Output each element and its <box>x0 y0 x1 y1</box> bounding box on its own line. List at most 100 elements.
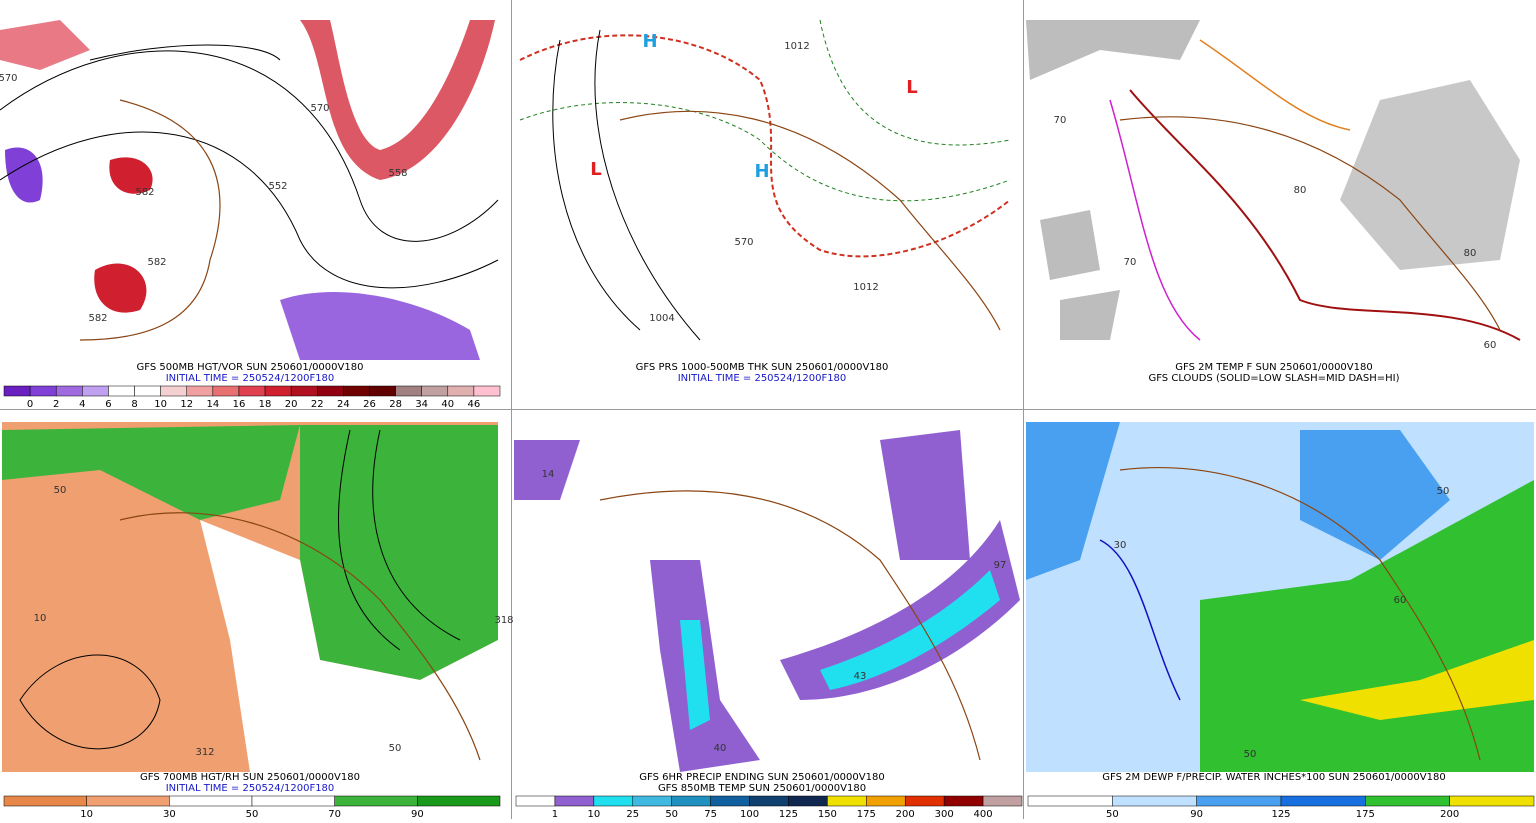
colorbar-label: 6 <box>105 399 111 410</box>
map-label: 60 <box>1484 340 1497 351</box>
colorbar-swatch <box>395 385 422 397</box>
colorbar-label: 50 <box>665 809 678 819</box>
colorbar-swatch <box>1112 795 1197 807</box>
map-label: 60 <box>1394 595 1407 606</box>
colorbar-label: 100 <box>740 809 759 819</box>
colorbar-swatch <box>421 385 449 397</box>
map-thickness <box>519 19 1011 341</box>
colorbar-swatch <box>3 795 87 807</box>
colorbar-swatch <box>593 795 634 807</box>
colorbar-swatch <box>1196 795 1282 807</box>
colorbar-swatch <box>904 795 945 807</box>
map-700mb <box>2 422 498 772</box>
colorbar-swatch <box>447 385 475 397</box>
caption: GFS 850MB TEMP SUN 250601/0000V180 <box>658 783 866 794</box>
caption: INITIAL TIME = 250524/1200F180 <box>166 373 335 384</box>
colorbar-label: 300 <box>935 809 954 819</box>
colorbar-label: 12 <box>180 399 193 410</box>
colorbar-label: 90 <box>411 809 424 819</box>
colorbar-label: 50 <box>1106 809 1119 819</box>
colorbar-swatch <box>290 385 318 397</box>
caption: GFS 700MB HGT/RH SUN 250601/0000V180 <box>140 772 360 783</box>
map-label: 50 <box>1244 749 1257 760</box>
map-label: L <box>906 77 917 98</box>
colorbar-swatch <box>29 385 57 397</box>
colorbar-label: 8 <box>131 399 137 410</box>
map-label: 50 <box>1437 486 1450 497</box>
colorbar-label: 26 <box>363 399 376 410</box>
caption: GFS PRS 1000-500MB THK SUN 250601/0000V1… <box>636 362 889 373</box>
colorbar-swatch <box>160 385 187 397</box>
caption: GFS 6HR PRECIP ENDING SUN 250601/0000V18… <box>639 772 884 783</box>
colorbar-label: 125 <box>1271 809 1290 819</box>
colorbar-swatch <box>334 795 418 807</box>
colorbar-label: 18 <box>259 399 272 410</box>
map-dewpoint <box>1026 422 1534 772</box>
caption: INITIAL TIME = 250524/1200F180 <box>166 783 335 794</box>
map-label: 1004 <box>649 313 674 324</box>
colorbar-label: 175 <box>1356 809 1375 819</box>
map-label: 50 <box>54 485 67 496</box>
map-label: 552 <box>268 181 287 192</box>
colorbar-label: 30 <box>163 809 176 819</box>
colorbar-swatch <box>82 385 109 397</box>
map-temp <box>1026 20 1521 341</box>
colorbar-label: 50 <box>246 809 259 819</box>
map-label: 570 <box>310 103 329 114</box>
map-label: 80 <box>1464 248 1477 259</box>
map-label: 318 <box>494 615 513 626</box>
colorbar-label: 75 <box>704 809 717 819</box>
colorbar-swatch <box>982 795 1023 807</box>
colorbar-swatch <box>55 385 83 397</box>
map-precip <box>514 430 1020 772</box>
map-label: 570 <box>0 73 18 84</box>
colorbar-swatch <box>710 795 750 807</box>
colorbar-swatch <box>3 385 31 397</box>
colorbar-swatch <box>473 385 501 397</box>
map-label: 312 <box>195 747 214 758</box>
map-500mb <box>0 20 499 360</box>
map-label: 10 <box>34 613 47 624</box>
colorbar-swatch <box>264 385 292 397</box>
map-label: 40 <box>714 743 727 754</box>
map-label: 582 <box>147 257 166 268</box>
colorbar-label: 46 <box>468 399 481 410</box>
caption: INITIAL TIME = 250524/1200F180 <box>678 373 847 384</box>
colorbar-swatch <box>238 385 266 397</box>
colorbar-swatch <box>317 385 344 397</box>
colorbar-label: 28 <box>389 399 402 410</box>
colorbar-swatch <box>1365 795 1450 807</box>
colorbar-label: 150 <box>818 809 837 819</box>
colorbar-label: 10 <box>587 809 600 819</box>
colorbar-label: 40 <box>441 399 454 410</box>
colorbar-swatch <box>1449 795 1535 807</box>
colorbar-label: 200 <box>896 809 915 819</box>
colorbar-swatch <box>1027 795 1113 807</box>
colorbar-swatch <box>186 385 214 397</box>
map-label: 558 <box>388 168 407 179</box>
colorbar-label: 70 <box>328 809 341 819</box>
colorbar-swatch <box>788 795 828 807</box>
colorbar-swatch <box>943 795 984 807</box>
map-label: 80 <box>1294 185 1307 196</box>
colorbar-label: 10 <box>80 809 93 819</box>
caption: GFS 2M TEMP F SUN 250601/0000V180 <box>1175 362 1372 373</box>
colorbar-swatch <box>343 385 370 397</box>
colorbar-swatch <box>251 795 335 807</box>
colorbar-swatch <box>749 795 789 807</box>
colorbar-swatch <box>866 795 906 807</box>
map-label: H <box>754 161 769 182</box>
map-label: 582 <box>88 313 107 324</box>
colorbar-label: 400 <box>974 809 993 819</box>
map-label: 1012 <box>784 41 809 52</box>
colorbar-label: 14 <box>206 399 219 410</box>
colorbar-label: 10 <box>154 399 167 410</box>
colorbar-label: 125 <box>779 809 798 819</box>
colorbar-swatch <box>86 795 170 807</box>
colorbar-swatch <box>554 795 595 807</box>
colorbar-label: 25 <box>626 809 639 819</box>
colorbar-swatch <box>671 795 711 807</box>
colorbar-swatch <box>108 385 135 397</box>
map-label: 70 <box>1124 257 1137 268</box>
colorbar-label: 1 <box>552 809 558 819</box>
